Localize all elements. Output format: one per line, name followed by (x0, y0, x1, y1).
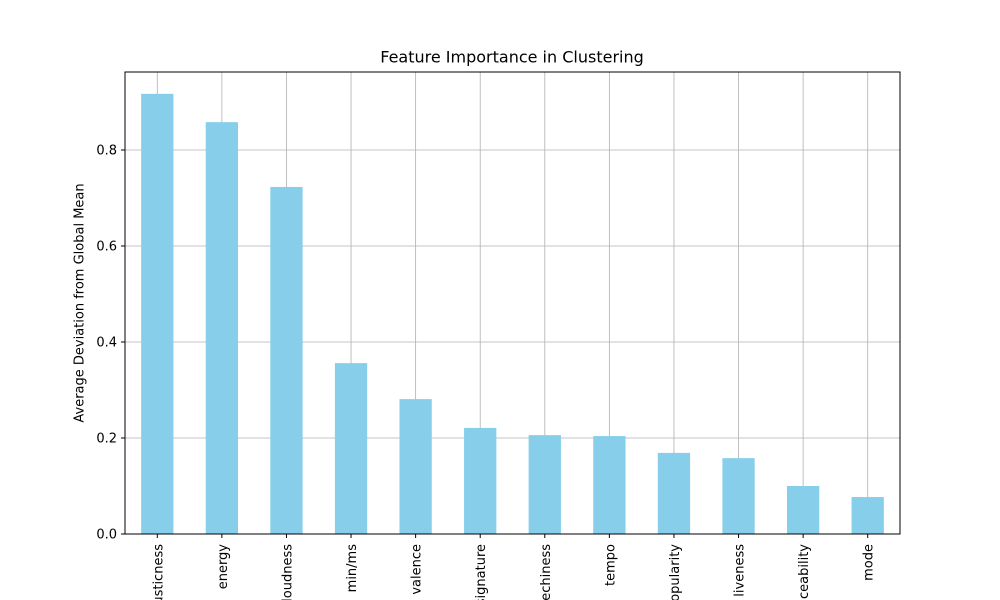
bar (528, 435, 561, 534)
chart-title: Feature Importance in Clustering (380, 48, 644, 67)
bar (786, 486, 820, 534)
bar (722, 458, 755, 534)
x-tick-label: tempo (603, 544, 618, 586)
y-tick-label: 0.4 (96, 336, 117, 351)
bar (464, 427, 497, 534)
bar (141, 93, 174, 534)
x-tick-label: valence (410, 544, 425, 595)
bar (657, 452, 691, 534)
x-tick-label: mode (862, 544, 877, 581)
x-tick-label: danceability (797, 544, 812, 600)
y-axis-label: Average Deviation from Global Mean (73, 183, 88, 422)
x-tick-label: popularity (668, 544, 683, 600)
bar (399, 399, 432, 534)
x-tick-label: loudness (280, 544, 295, 600)
plot-frame (124, 71, 901, 535)
y-tick-label: 0.8 (96, 144, 117, 159)
y-tick-label: 0.2 (96, 432, 117, 447)
y-tick-label: 0.0 (96, 528, 117, 543)
x-tick-label: acousticness (151, 544, 166, 600)
y-tick-label: 0.6 (96, 240, 117, 255)
bar (593, 436, 626, 534)
x-tick-label: min/ms (345, 544, 360, 593)
x-tick-label: liveness (733, 544, 748, 597)
bar (851, 497, 884, 534)
bar (205, 122, 239, 534)
bar (334, 363, 368, 534)
x-tick-label: energy (216, 544, 231, 590)
bar (270, 186, 303, 534)
x-tick-label: speechiness (539, 544, 554, 600)
x-tick-label: time_signature (474, 544, 489, 600)
